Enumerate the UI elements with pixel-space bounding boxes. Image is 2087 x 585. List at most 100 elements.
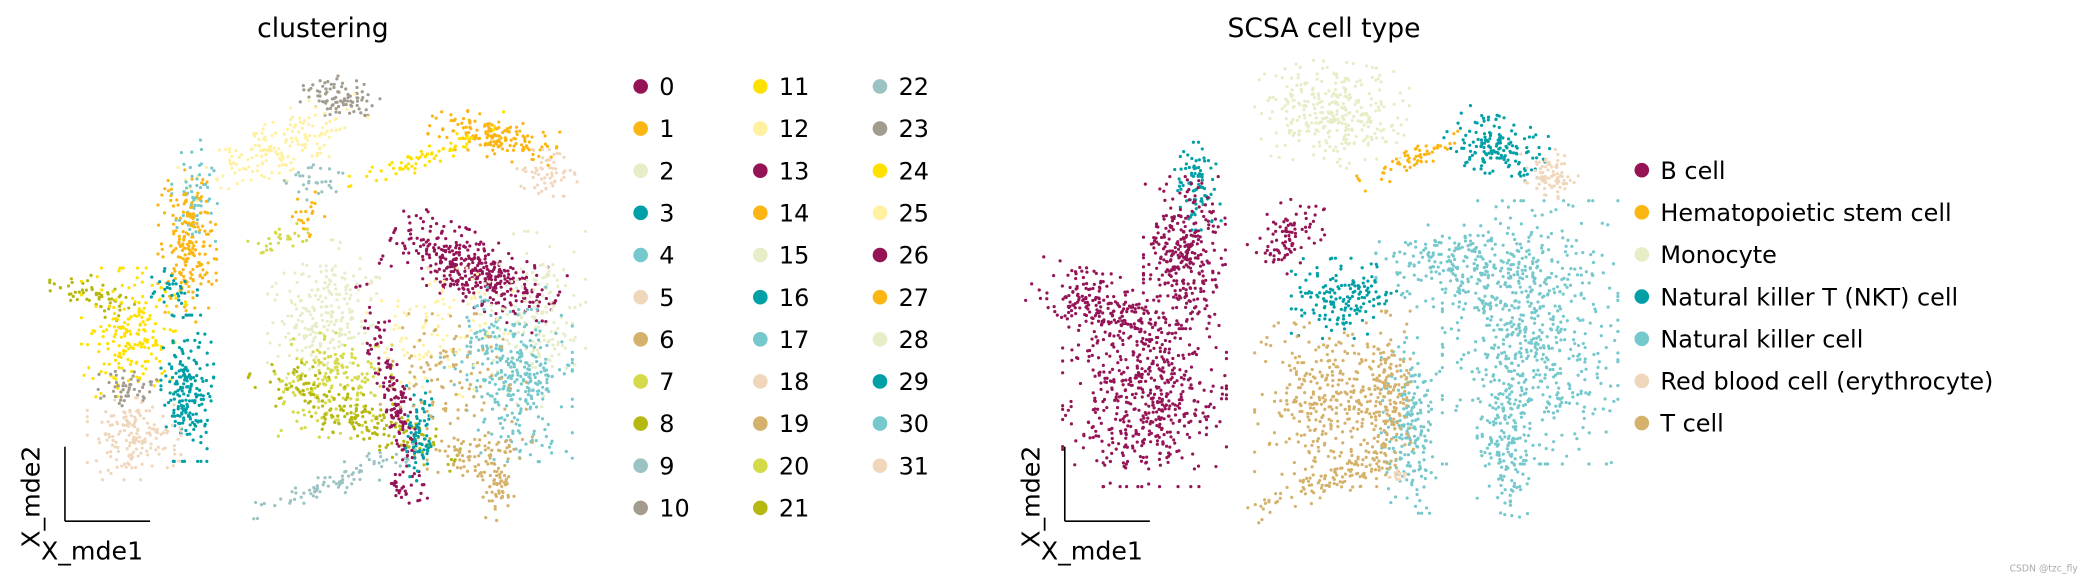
point [1177,327,1181,331]
point [493,152,497,156]
point [350,347,354,351]
point [185,338,190,342]
point [128,408,132,412]
point [1502,116,1506,120]
point [392,423,396,427]
point [482,242,486,246]
point [421,220,425,224]
point [1507,142,1511,146]
point [157,452,161,456]
point [375,417,379,421]
point [473,252,477,256]
point [418,155,422,159]
point [148,390,152,394]
point [492,482,496,486]
point [1470,153,1475,157]
point [75,297,79,302]
point [329,186,333,190]
point [303,425,307,430]
point [464,295,468,299]
point [501,110,506,114]
point [1184,305,1188,309]
point [1270,110,1275,114]
point [85,433,89,437]
point [442,224,446,229]
point [477,242,481,246]
point [454,392,458,397]
point [553,347,557,351]
point [1504,144,1508,148]
point [84,288,88,292]
point [476,474,480,478]
legend-marker [752,247,768,263]
point [504,479,508,483]
point [1528,125,1533,129]
point [309,205,313,209]
point [307,134,312,138]
point [507,383,511,387]
point [1483,151,1488,156]
point [98,470,102,474]
point [361,393,366,397]
point [1474,144,1478,149]
point [1462,164,1467,168]
point [568,306,572,310]
point [1157,242,1161,246]
point [293,303,297,307]
point [527,304,531,309]
point [544,322,548,326]
point [328,475,332,479]
point [495,518,499,522]
legend-item: 2 [633,157,674,185]
point [1327,135,1331,139]
point [455,266,459,270]
point [306,231,310,235]
point [346,92,350,97]
point [439,256,443,260]
point [190,273,194,277]
point [441,248,446,252]
point [457,392,461,397]
point [167,310,171,315]
point [521,121,525,126]
point [195,213,199,218]
point [399,443,403,447]
point [122,416,126,420]
point [188,184,192,188]
point [1510,174,1514,178]
point [144,367,148,371]
point [134,447,139,451]
point [1424,160,1428,164]
point [270,170,274,175]
point [300,126,304,130]
point [314,280,318,284]
point [329,407,333,411]
point [530,271,535,275]
point [276,241,281,245]
point [390,441,394,445]
point [430,114,435,118]
point [340,333,344,337]
point [1164,214,1168,218]
point [345,395,349,399]
point [329,82,333,86]
point [440,317,445,321]
point [282,179,286,183]
point [1352,114,1356,119]
point [1196,256,1200,260]
point [79,279,84,283]
point [303,146,307,150]
point [549,155,553,159]
point [426,363,430,367]
point [129,315,133,319]
point [378,328,382,332]
point [1510,144,1515,148]
point [1213,312,1217,316]
point [412,472,416,476]
point [124,384,128,388]
point [185,242,190,246]
point [137,440,141,444]
point [142,328,146,332]
point [405,384,409,388]
point [208,220,213,224]
